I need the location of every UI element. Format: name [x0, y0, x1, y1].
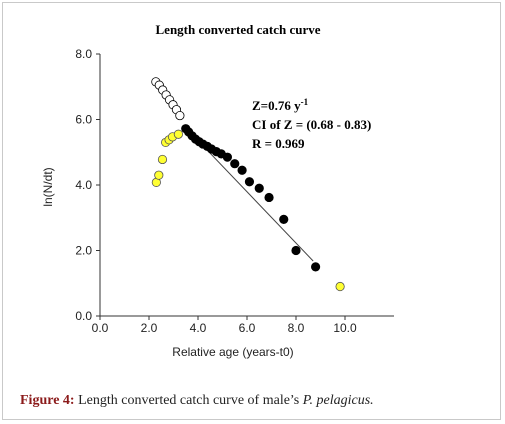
yellow-data-point [173, 129, 183, 139]
y-tick-label: 4.0 [75, 178, 92, 192]
filled-data-point [244, 177, 255, 187]
chart-title: Length converted catch curve [156, 22, 321, 37]
x-tick-label: 6.0 [239, 321, 256, 335]
x-axis-label: Relative age (years-t0) [172, 345, 293, 359]
filled-data-point [264, 192, 274, 203]
yellow-data-point [335, 281, 345, 292]
y-tick-label: 8.0 [75, 47, 92, 61]
y-tick-label: 6.0 [75, 113, 92, 127]
y-tick-label: 2.0 [75, 244, 92, 258]
ci-annotation: CI of Z = (0.68 - 0.83) [252, 117, 371, 132]
caption-text: Length converted catch curve of male’s [78, 393, 300, 408]
x-tick-label: 10.0 [333, 321, 357, 335]
filled-data-point [230, 159, 240, 169]
caption-label: Figure 4: [20, 393, 75, 408]
figure-frame [2, 2, 501, 420]
data-points [151, 77, 345, 292]
z-value-annotation: Z=0.76 y-1 [252, 97, 309, 113]
r-annotation: R = 0.969 [252, 136, 305, 151]
filled-data-point [254, 183, 264, 193]
open-data-point [175, 110, 185, 121]
yellow-data-point [157, 154, 168, 165]
y-axis-label: ln(N/dt) [41, 167, 55, 206]
filled-data-point [222, 152, 232, 162]
x-tick-label: 4.0 [190, 321, 207, 335]
filled-data-point [310, 262, 321, 272]
caption-species: P. pelagicus. [302, 393, 374, 408]
catch-curve-chart: Length converted catch curve 0.0 2.0 4.0 6.… [41, 22, 394, 359]
figure-caption: Figure 4: Length converted catch curve o… [20, 393, 490, 409]
axes: 0.0 2.0 4.0 6.0 8.0 10.0 0.0 2.0 4.0 6.0 8.0 [75, 47, 394, 335]
filled-data-point [237, 165, 247, 175]
filled-data-point [279, 214, 289, 224]
filled-data-point [291, 245, 301, 256]
y-tick-label: 0.0 [75, 309, 92, 323]
x-tick-label: 2.0 [141, 321, 158, 335]
yellow-data-point [154, 170, 164, 180]
x-tick-label: 0.0 [92, 321, 109, 335]
x-tick-label: 8.0 [288, 321, 305, 335]
